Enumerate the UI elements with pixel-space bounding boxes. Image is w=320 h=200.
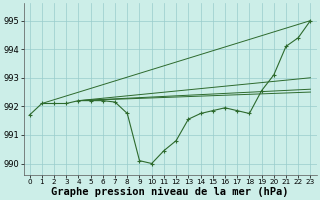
X-axis label: Graphe pression niveau de la mer (hPa): Graphe pression niveau de la mer (hPa) bbox=[51, 186, 289, 197]
